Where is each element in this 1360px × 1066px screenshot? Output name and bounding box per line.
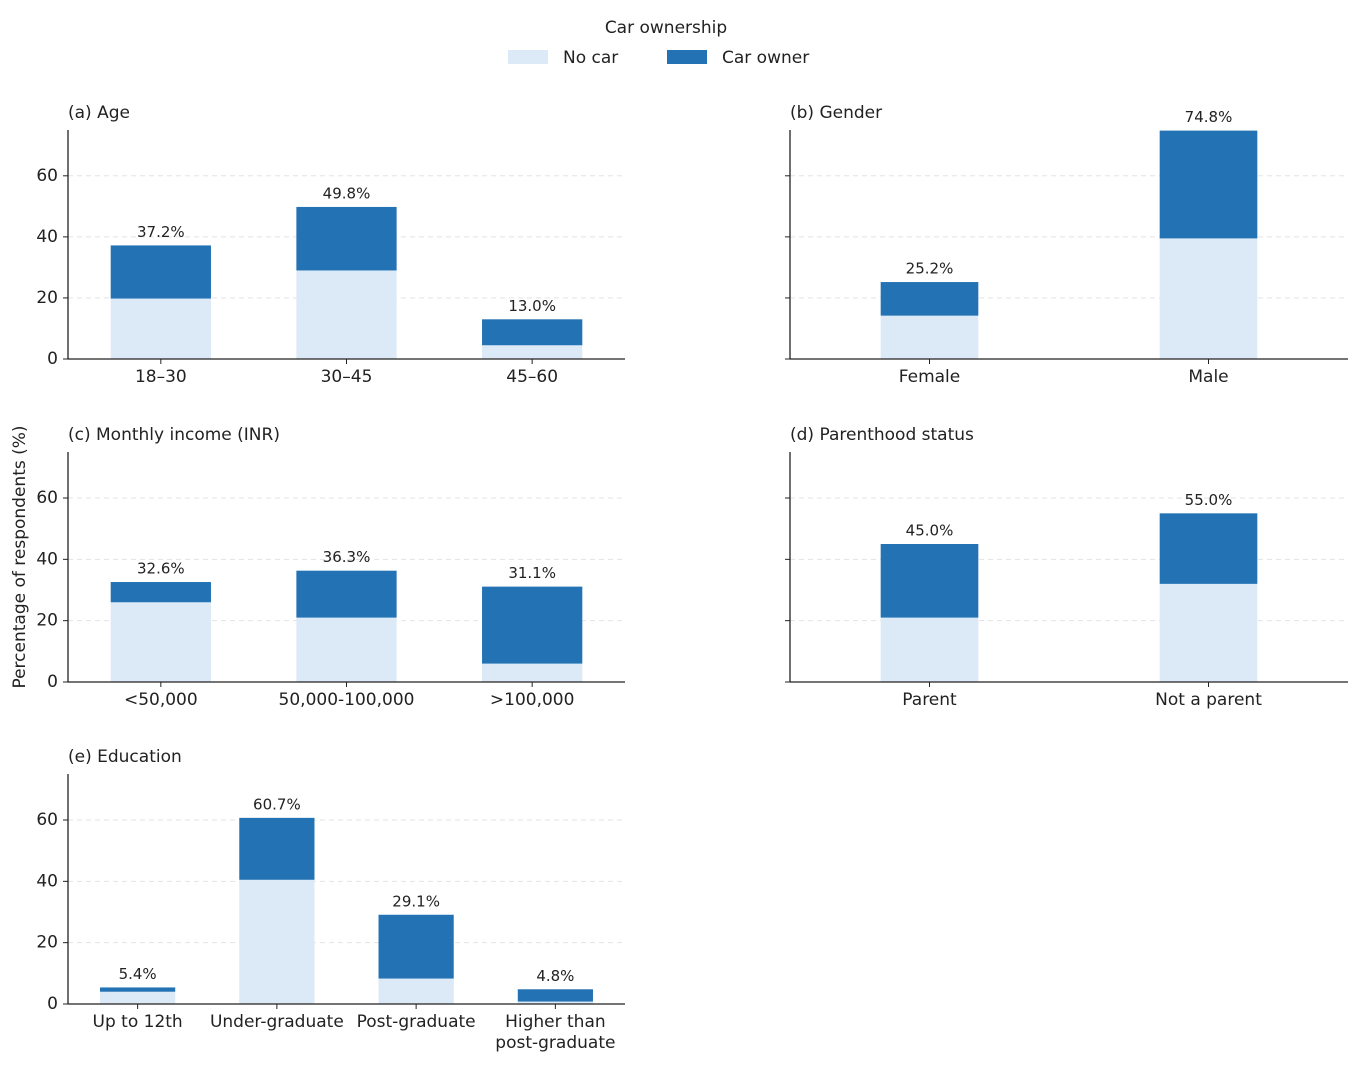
bar-segment <box>296 617 397 682</box>
x-tick-label: Higher than post-graduate <box>495 1012 616 1053</box>
total-label: 25.2% <box>906 260 954 278</box>
y-tick-label: 60 <box>36 810 58 830</box>
bar-segment <box>378 978 454 1004</box>
bar-segment <box>110 298 211 359</box>
total-label: 55.0% <box>1185 491 1233 509</box>
bar-segment <box>100 991 176 1004</box>
y-tick-label: 0 <box>47 994 58 1014</box>
x-tick-label: Not a parent <box>1155 690 1262 710</box>
subplot-title: (d) Parenthood status <box>790 425 974 445</box>
bar-segment <box>110 582 211 603</box>
total-label: 49.8% <box>323 184 371 202</box>
y-tick-label: 20 <box>36 288 58 308</box>
y-tick-label: 60 <box>36 488 58 508</box>
bar-segment <box>110 245 211 299</box>
legend-label: Car owner <box>722 48 809 68</box>
bar-segment <box>482 319 583 346</box>
bar-segment <box>296 270 397 359</box>
x-tick-label: <50,000 <box>123 690 198 710</box>
bar-segment <box>517 1001 593 1004</box>
y-tick-label: 40 <box>36 227 58 247</box>
bar-segment <box>517 989 593 1002</box>
bar-segment <box>482 345 583 359</box>
total-label: 5.4% <box>119 965 157 983</box>
legend-title: Car ownership <box>605 18 727 38</box>
total-label: 31.1% <box>508 564 556 582</box>
x-tick-label: Parent <box>902 690 957 710</box>
y-tick-label: 40 <box>36 871 58 891</box>
bar-segment <box>1159 238 1258 359</box>
legend-label: No car <box>563 48 618 68</box>
y-tick-label: 40 <box>36 549 58 569</box>
subplot-title: (e) Education <box>68 747 182 767</box>
total-label: 32.6% <box>137 560 185 578</box>
bar-segment <box>1159 583 1258 682</box>
bar-segment <box>880 617 979 682</box>
bar-segment <box>110 602 211 682</box>
x-tick-label: 50,000-100,000 <box>278 690 415 710</box>
bar-segment <box>296 206 397 271</box>
total-label: 29.1% <box>392 892 440 910</box>
subplot-title: (b) Gender <box>790 103 882 123</box>
bar-segment <box>482 663 583 682</box>
x-tick-label: 18–30 <box>134 367 187 387</box>
bar-segment <box>880 544 979 618</box>
bar-segment <box>239 879 315 1004</box>
legend-swatch <box>667 50 707 64</box>
legend-swatch <box>508 50 548 64</box>
y-axis-label: Percentage of respondents (%) <box>10 425 30 688</box>
total-label: 60.7% <box>253 795 301 813</box>
total-label: 74.8% <box>1185 108 1233 126</box>
total-label: 13.0% <box>508 297 556 315</box>
x-tick-label: Male <box>1188 367 1229 387</box>
total-label: 4.8% <box>536 967 574 985</box>
bar-segment <box>296 570 397 618</box>
bar-segment <box>100 987 176 992</box>
x-tick-label: >100,000 <box>489 690 575 710</box>
total-label: 45.0% <box>906 522 954 540</box>
x-tick-label: Female <box>898 367 961 387</box>
bar-segment <box>880 282 979 316</box>
y-tick-label: 0 <box>47 672 58 692</box>
y-tick-label: 0 <box>47 349 58 369</box>
y-tick-label: 20 <box>36 933 58 953</box>
bar-segment <box>1159 130 1258 239</box>
x-tick-label: Under-graduate <box>209 1012 344 1032</box>
bar-segment <box>880 315 979 359</box>
total-label: 37.2% <box>137 223 185 241</box>
x-tick-label: Post-graduate <box>356 1012 476 1032</box>
subplot-title: (c) Monthly income (INR) <box>68 425 280 445</box>
bar-segment <box>378 914 454 979</box>
bar-segment <box>1159 513 1258 584</box>
x-tick-label: Up to 12th <box>92 1012 183 1032</box>
bar-segment <box>239 817 315 880</box>
subplot-title: (a) Age <box>68 103 130 123</box>
y-tick-label: 60 <box>36 166 58 186</box>
y-tick-label: 20 <box>36 611 58 631</box>
x-tick-label: 30–45 <box>320 367 373 387</box>
bar-segment <box>482 586 583 664</box>
x-tick-label: 45–60 <box>506 367 559 387</box>
total-label: 36.3% <box>323 548 371 566</box>
